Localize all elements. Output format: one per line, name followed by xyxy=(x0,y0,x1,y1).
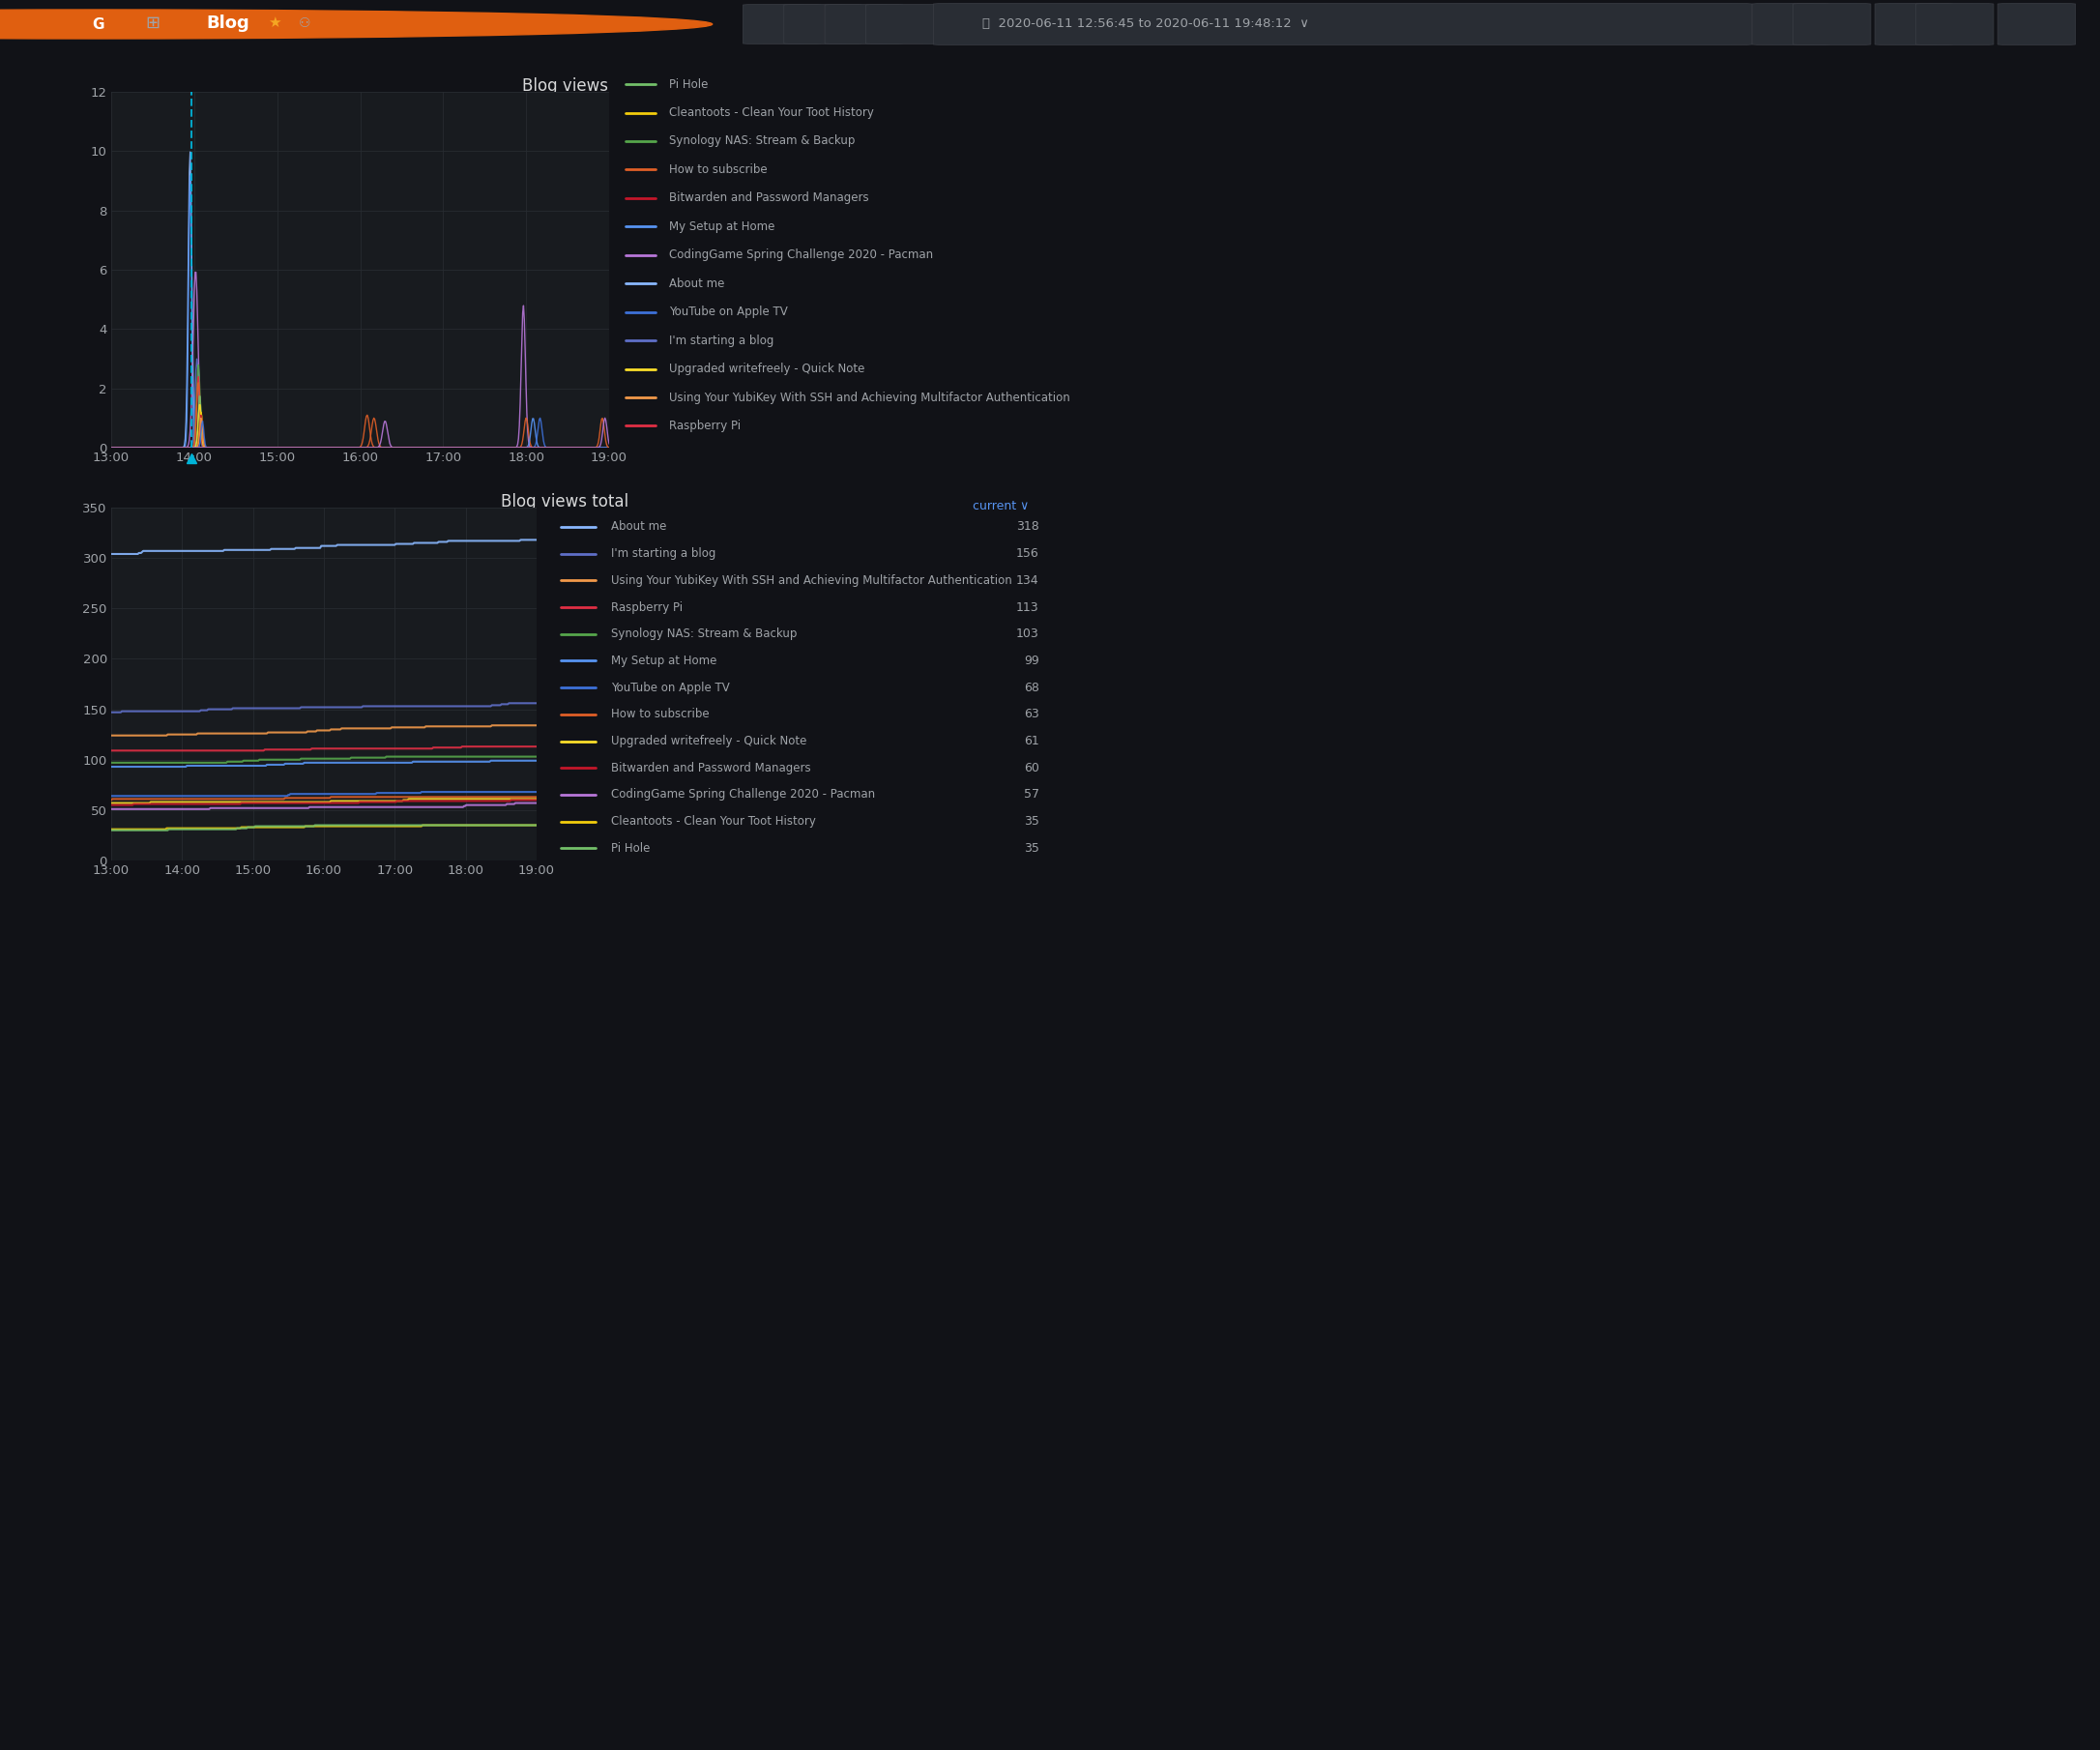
Text: Cleantoots - Clean Your Toot History: Cleantoots - Clean Your Toot History xyxy=(668,107,874,119)
FancyBboxPatch shape xyxy=(932,4,1751,45)
Text: ★: ★ xyxy=(269,16,281,30)
Text: 57: 57 xyxy=(1023,789,1039,802)
Text: Using Your YubiKey With SSH and Achieving Multifactor Authentication: Using Your YubiKey With SSH and Achievin… xyxy=(668,392,1069,404)
Text: Pi Hole: Pi Hole xyxy=(611,842,649,854)
Text: YouTube on Apple TV: YouTube on Apple TV xyxy=(611,681,729,693)
FancyBboxPatch shape xyxy=(865,4,943,44)
Text: Cleantoots - Clean Your Toot History: Cleantoots - Clean Your Toot History xyxy=(611,816,815,828)
Text: 99: 99 xyxy=(1025,654,1039,667)
Text: Bitwarden and Password Managers: Bitwarden and Password Managers xyxy=(611,761,811,774)
Text: 103: 103 xyxy=(1016,628,1040,640)
Text: ⏱  2020-06-11 12:56:45 to 2020-06-11 19:48:12  ∨: ⏱ 2020-06-11 12:56:45 to 2020-06-11 19:4… xyxy=(983,18,1308,30)
Text: CodingGame Spring Challenge 2020 - Pacman: CodingGame Spring Challenge 2020 - Pacma… xyxy=(668,248,932,261)
Text: About me: About me xyxy=(668,276,724,290)
Text: Upgraded writefreely - Quick Note: Upgraded writefreely - Quick Note xyxy=(668,362,865,374)
Text: Using Your YubiKey With SSH and Achieving Multifactor Authentication: Using Your YubiKey With SSH and Achievin… xyxy=(611,574,1012,586)
Text: Pi Hole: Pi Hole xyxy=(668,79,708,91)
Text: Blog views total: Blog views total xyxy=(500,493,628,511)
FancyBboxPatch shape xyxy=(825,4,903,44)
Text: About me: About me xyxy=(611,522,666,534)
Text: 134: 134 xyxy=(1016,574,1040,586)
Circle shape xyxy=(0,10,712,38)
FancyBboxPatch shape xyxy=(783,4,861,44)
Text: 60: 60 xyxy=(1023,761,1039,774)
Text: Synology NAS: Stream & Backup: Synology NAS: Stream & Backup xyxy=(611,628,796,640)
Text: Blog: Blog xyxy=(206,14,250,31)
FancyBboxPatch shape xyxy=(1793,4,1871,45)
Text: 63: 63 xyxy=(1025,709,1039,721)
Text: 35: 35 xyxy=(1023,842,1039,854)
Text: Bitwarden and Password Managers: Bitwarden and Password Managers xyxy=(668,192,869,205)
Text: I'm starting a blog: I'm starting a blog xyxy=(611,548,716,560)
Text: Blog views: Blog views xyxy=(521,77,607,94)
Text: 68: 68 xyxy=(1023,681,1039,693)
Text: I'm starting a blog: I'm starting a blog xyxy=(668,334,773,346)
Text: ⊞: ⊞ xyxy=(145,14,160,31)
Text: ⚇: ⚇ xyxy=(298,16,311,30)
Text: 156: 156 xyxy=(1016,548,1040,560)
Text: G: G xyxy=(92,18,105,31)
Text: How to subscribe: How to subscribe xyxy=(611,709,710,721)
Text: YouTube on Apple TV: YouTube on Apple TV xyxy=(668,306,788,318)
Text: My Setup at Home: My Setup at Home xyxy=(611,654,716,667)
Text: Raspberry Pi: Raspberry Pi xyxy=(611,600,682,614)
Text: current ∨: current ∨ xyxy=(972,500,1029,513)
Text: How to subscribe: How to subscribe xyxy=(668,163,766,177)
FancyBboxPatch shape xyxy=(1875,4,1953,45)
Text: 113: 113 xyxy=(1016,600,1040,614)
Text: Synology NAS: Stream & Backup: Synology NAS: Stream & Backup xyxy=(668,135,855,147)
Text: 35: 35 xyxy=(1023,816,1039,828)
FancyBboxPatch shape xyxy=(743,4,821,44)
Text: 318: 318 xyxy=(1016,522,1040,534)
Text: Upgraded writefreely - Quick Note: Upgraded writefreely - Quick Note xyxy=(611,735,806,747)
FancyBboxPatch shape xyxy=(1997,4,2075,45)
FancyBboxPatch shape xyxy=(1915,4,1993,45)
Text: 61: 61 xyxy=(1025,735,1039,747)
FancyBboxPatch shape xyxy=(1751,4,1829,45)
Text: CodingGame Spring Challenge 2020 - Pacman: CodingGame Spring Challenge 2020 - Pacma… xyxy=(611,789,876,802)
Text: My Setup at Home: My Setup at Home xyxy=(668,220,775,233)
Text: Raspberry Pi: Raspberry Pi xyxy=(668,420,741,432)
